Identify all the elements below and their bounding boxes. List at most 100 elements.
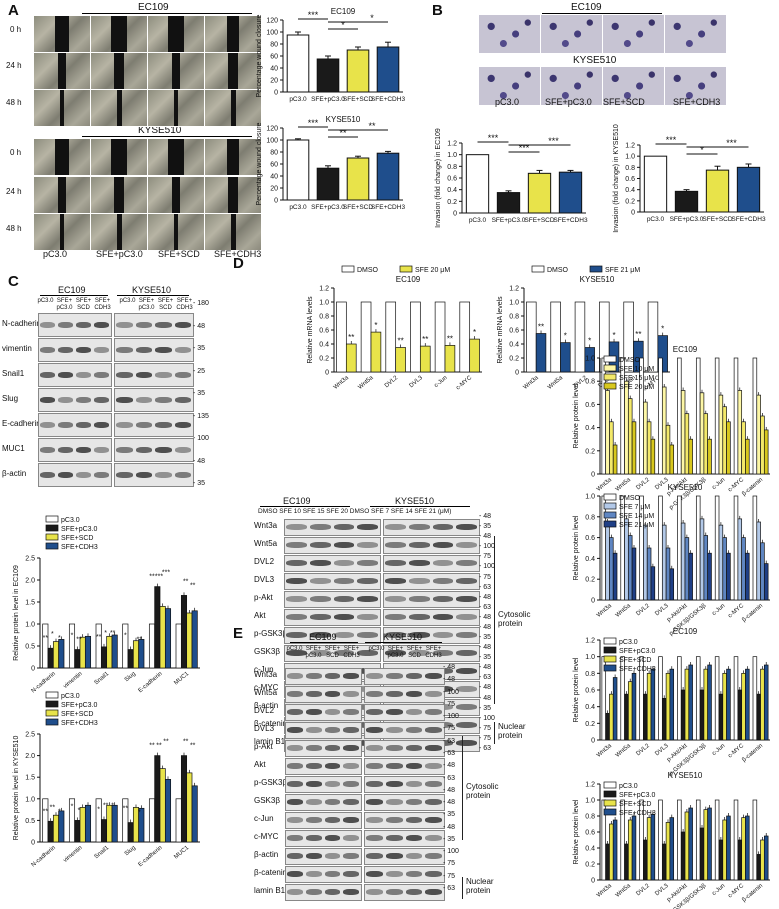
y-tick-label: 0.4: [585, 425, 595, 432]
bar: [726, 668, 731, 741]
blot-band: [385, 781, 403, 787]
protein-label: c-MYC: [254, 683, 279, 692]
mw-marker: - 48: [479, 613, 492, 621]
mw-marker: - 35: [193, 390, 206, 397]
x-tick-label: N-cadherin: [31, 845, 57, 868]
bar: [760, 542, 765, 601]
wound-gap: [114, 53, 124, 89]
wound-image: [147, 213, 205, 251]
blot-band: [366, 673, 383, 679]
bar: [763, 429, 769, 475]
mw-marker: - 63: [479, 674, 492, 682]
blot-band: [385, 835, 403, 841]
legend-label: pC3.0: [619, 639, 638, 646]
bar: [665, 424, 671, 475]
bar: [526, 301, 537, 373]
wound-gap: [58, 53, 66, 89]
blot-strip: [364, 830, 445, 847]
mw-marker: - 100: [443, 713, 459, 721]
mw-marker: - 100: [479, 714, 495, 722]
bar: [643, 839, 648, 881]
blot-band: [385, 709, 403, 715]
x-tick-label: N-cadherin: [31, 671, 57, 694]
mw-marker: - 35: [193, 345, 206, 352]
legend-label: pC3.0: [61, 517, 80, 524]
blot-band: [333, 614, 355, 620]
bar: [111, 804, 118, 843]
x-tick-label: β-catenin: [741, 883, 764, 904]
mw-marker: - 35: [443, 811, 456, 819]
bar: [316, 167, 340, 201]
blot-band: [76, 321, 91, 328]
protein-label: Wnt5a: [254, 539, 278, 548]
y-tick-label: 0: [274, 198, 278, 205]
x-tick-label: SFE+CDH3: [371, 204, 406, 211]
blot-band: [343, 871, 359, 877]
mw-marker: - 48: [479, 664, 492, 672]
legend-label: SFE+SCD: [61, 535, 93, 542]
bar: [680, 831, 686, 881]
blot-band: [357, 560, 378, 566]
x-tick-label: DVL3: [654, 883, 670, 898]
wound-image: [33, 176, 91, 214]
mw-marker: - 63: [443, 749, 456, 757]
group-label: SFE+SCD: [603, 97, 645, 107]
legend-label: SFE+CDH3: [61, 544, 98, 551]
blot-strip: [383, 537, 480, 554]
chart-title: EC109: [673, 345, 698, 354]
legend-swatch: [589, 265, 603, 273]
blot-band: [324, 871, 341, 877]
blot-band: [405, 709, 423, 715]
y-tick-label: 0.8: [585, 814, 595, 821]
blot-band: [425, 709, 442, 715]
legend-swatch: [603, 373, 617, 381]
y-tick-label: 1.0: [585, 798, 595, 805]
blot-band: [309, 560, 331, 566]
bar: [669, 444, 675, 475]
lane-label: pC3.0: [37, 298, 54, 304]
mw-marker: - 48: [479, 533, 492, 541]
blot-band: [366, 763, 383, 769]
y-tick-label: 0.8: [585, 671, 595, 678]
protein-label: β-actin: [254, 850, 279, 859]
protein-label: N-cadherin: [2, 318, 42, 328]
bar: [58, 639, 65, 669]
y-axis-label: Relative mRNA levels: [307, 296, 314, 364]
blot-band: [324, 835, 341, 841]
legend-label: SFE 20 μM: [619, 384, 654, 391]
bar: [624, 693, 629, 741]
group-label: pC3.0: [495, 97, 520, 107]
y-tick-label: 100: [266, 30, 278, 37]
x-tick-label: E-cadherin: [137, 671, 163, 694]
bar: [95, 798, 102, 843]
y-tick-label: 60: [270, 54, 278, 61]
sig-label: ***: [155, 574, 163, 581]
lane-label: SFE+ SCD: [75, 298, 92, 311]
bar: [68, 623, 76, 669]
sig-label: ***: [162, 570, 170, 577]
y-tick-label: 0.2: [585, 448, 595, 455]
bar: [703, 668, 709, 741]
blot-band: [425, 673, 442, 679]
x-tick-label: c-Jun: [711, 883, 726, 897]
y-tick-label: 1.0: [25, 622, 35, 629]
blot-band: [135, 446, 152, 453]
y-tick-label: 2.5: [25, 556, 35, 563]
blot-strip: [364, 776, 445, 793]
bar: [695, 357, 701, 475]
blot-band: [432, 578, 454, 584]
mw-marker: - 25: [193, 367, 206, 375]
blot-band: [425, 817, 442, 823]
x-tick-label: β-catenin: [741, 603, 764, 624]
blot-band: [343, 835, 359, 841]
bar: [444, 345, 456, 373]
bar: [661, 524, 667, 601]
blot-band: [305, 727, 322, 733]
blot-band: [333, 596, 355, 602]
time-label-24h: 24 h: [6, 61, 22, 70]
blot-band: [343, 781, 359, 787]
bar: [376, 46, 400, 93]
blot-band: [305, 781, 322, 787]
bar: [79, 807, 86, 843]
chart-title: KYSE510: [326, 115, 361, 124]
